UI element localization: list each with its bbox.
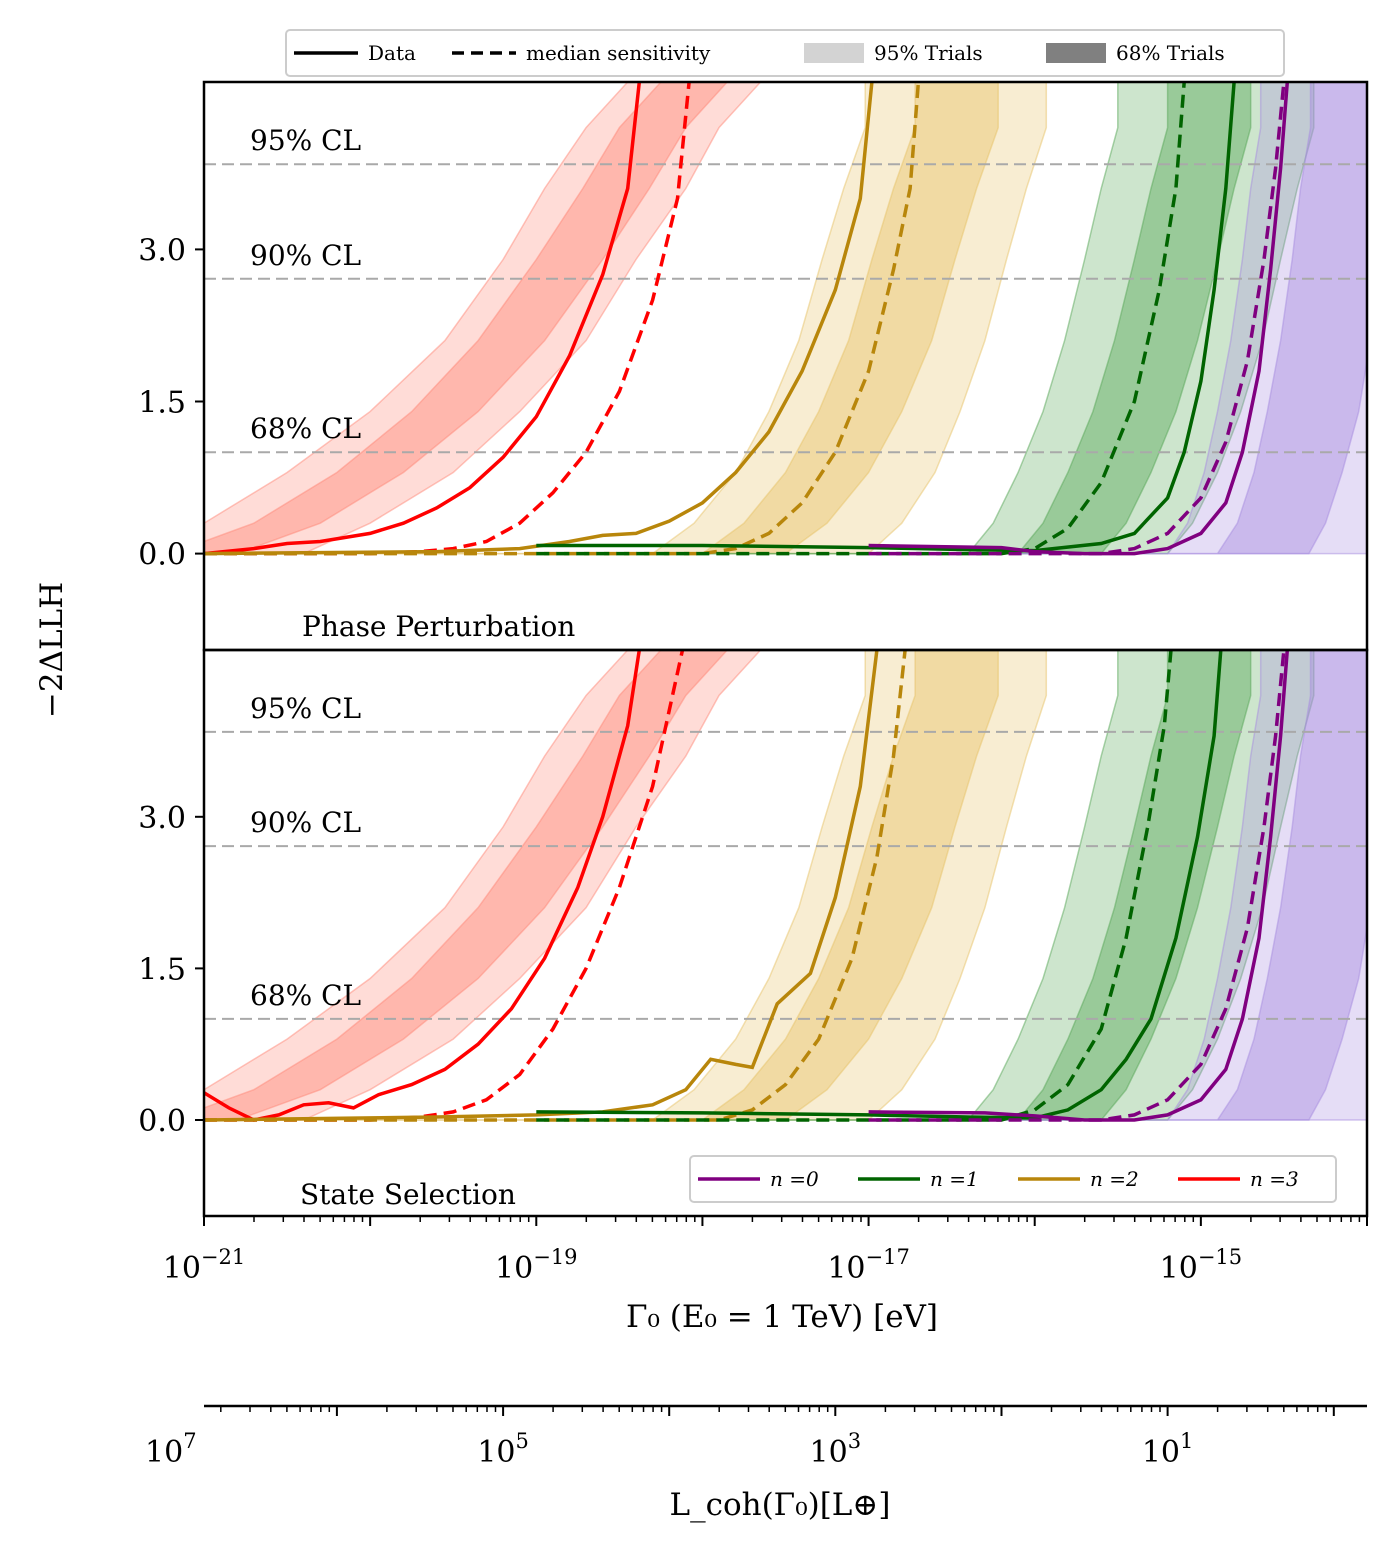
- panel-phase-perturbation: 95% CL 90% CL 68% CL Phase Perturbation 0.…: [138, 82, 1367, 643]
- secondary-x-axis-ticks: 107 105 103 101: [145, 1406, 1335, 1470]
- ytick-label: 3.0: [138, 801, 186, 836]
- sensitivity-line-n2: [204, 650, 907, 1122]
- y-axis-label: −2ΔLLH: [34, 582, 70, 718]
- x2tick-label: 103: [810, 1429, 862, 1470]
- ytick-label: 1.5: [138, 952, 186, 987]
- cl-label-90: 90% CL: [250, 806, 361, 839]
- series-legend-frame: [689, 1155, 1337, 1203]
- legend-trials95-swatch: [804, 43, 864, 63]
- top-legend: Data median sensitivity 95% Trials 68% T…: [285, 29, 1285, 77]
- band-68-n3: [204, 82, 729, 555]
- legend-data-label: Data: [368, 41, 416, 65]
- panel-state-selection: 95% CL 90% CL 68% CL State Selection 0.0 1.…: [138, 650, 1367, 1211]
- data-line-n2: [204, 650, 879, 1122]
- band-68-n3: [204, 650, 729, 1121]
- data-line-n0: [868, 650, 1290, 1122]
- data-line-n1: [536, 650, 1223, 1120]
- sensitivity-line-n0: [868, 650, 1286, 1122]
- panel-1-cl-lines: 95% CL 90% CL 68% CL: [204, 692, 1367, 1020]
- panel-0-lines: [204, 82, 1290, 556]
- cl-label-95: 95% CL: [250, 124, 361, 157]
- sensitivity-line-n2: [204, 82, 921, 556]
- cl-label-68: 68% CL: [250, 412, 361, 445]
- secondary-x-axis-label: L_coh(Γ₀)[L⊕]: [670, 1487, 891, 1523]
- ytick-label: 3.0: [138, 233, 186, 268]
- panel-1-frame: [202, 648, 1369, 1218]
- legend-n2-label: n =2: [1090, 1167, 1139, 1191]
- cl-label-90: 90% CL: [250, 239, 361, 272]
- band-68-n0: [868, 82, 1367, 555]
- band-95-n0: [868, 650, 1367, 1121]
- xtick-label: 10−17: [827, 1245, 910, 1286]
- legend-sensitivity-label: median sensitivity: [526, 41, 711, 65]
- panel-0-yticks: 0.0 1.5 3.0: [138, 233, 204, 573]
- panel-1-lines: [204, 650, 1290, 1122]
- band-68-n1: [536, 650, 1252, 1121]
- legend-n1-label: n =1: [930, 1167, 979, 1191]
- sensitivity-line-n1: [536, 82, 1186, 556]
- band-68-n2: [204, 650, 999, 1121]
- xtick-label: 10−15: [1160, 1245, 1243, 1286]
- band-68-n0: [868, 650, 1367, 1121]
- top-legend-frame: [285, 29, 1285, 77]
- legend-n0-label: n =0: [770, 1167, 819, 1191]
- band-68-n1: [536, 82, 1252, 555]
- cl-label-95: 95% CL: [250, 692, 361, 725]
- band-68-n2: [204, 82, 999, 555]
- band-95-n1: [536, 650, 1315, 1121]
- x2tick-label: 107: [145, 1429, 197, 1470]
- ytick-label: 1.5: [138, 386, 186, 421]
- cl-label-68: 68% CL: [250, 979, 361, 1012]
- panel-0-title: Phase Perturbation: [302, 610, 575, 643]
- sensitivity-line-n1: [536, 650, 1173, 1122]
- data-line-n1: [536, 82, 1236, 553]
- x-axis-ticks: 10−21 10−19 10−17 10−15: [163, 1216, 1368, 1286]
- band-95-n2: [204, 82, 1048, 555]
- panel-1-title: State Selection: [300, 1178, 516, 1211]
- sensitivity-line-n0: [868, 82, 1286, 556]
- data-line-n3: [204, 82, 642, 556]
- ytick-label: 0.0: [138, 538, 186, 573]
- x2tick-label: 105: [477, 1429, 529, 1470]
- panel-0-cl-lines: 95% CL 90% CL 68% CL: [204, 124, 1367, 454]
- legend-trials68-label: 68% Trials: [1116, 41, 1225, 65]
- data-line-n0: [868, 82, 1290, 556]
- ytick-label: 0.0: [138, 1104, 186, 1139]
- band-95-n0: [868, 82, 1367, 555]
- band-95-n3: [204, 650, 762, 1121]
- x-axis-label: Γ₀ (E₀ = 1 TeV) [eV]: [626, 1299, 938, 1335]
- x2tick-label: 101: [1142, 1429, 1194, 1470]
- panel-1-yticks: 0.0 1.5 3.0: [138, 801, 204, 1139]
- xtick-label: 10−21: [163, 1245, 246, 1286]
- data-line-n3: [204, 650, 642, 1122]
- legend-n3-label: n =3: [1250, 1167, 1299, 1191]
- xtick-label: 10−19: [495, 1245, 578, 1286]
- band-95-n3: [204, 82, 762, 555]
- data-line-n2: [204, 82, 874, 556]
- legend-trials68-swatch: [1046, 43, 1106, 63]
- band-95-n2: [204, 650, 1048, 1121]
- panel-1-bands: [204, 650, 1367, 1121]
- legend-trials95-label: 95% Trials: [874, 41, 983, 65]
- series-legend: n =0 n =1 n =2 n =3: [689, 1155, 1337, 1203]
